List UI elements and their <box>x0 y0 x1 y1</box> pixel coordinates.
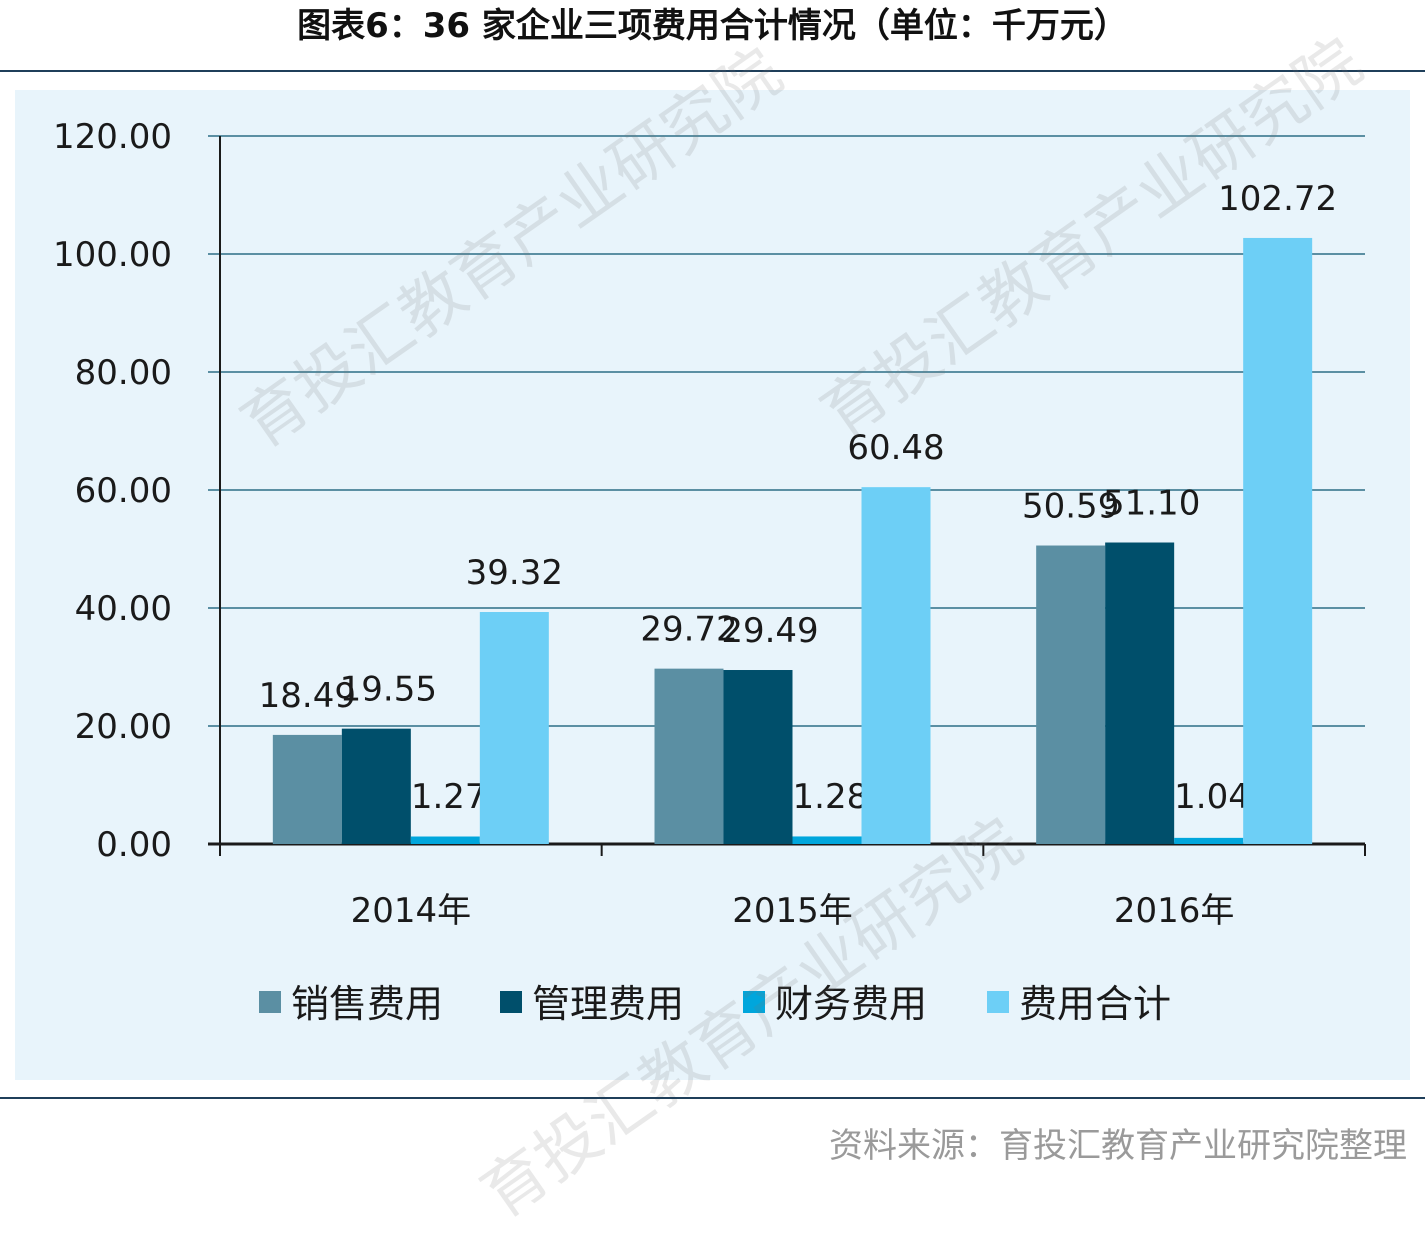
bar <box>654 668 724 844</box>
data-label: 1.28 <box>793 777 869 817</box>
bar <box>1243 237 1313 844</box>
legend-label: 管理费用 <box>532 982 684 1026</box>
y-tick-label: 0.00 <box>96 825 172 865</box>
data-label: 50.59 <box>1022 487 1119 527</box>
data-label: 51.10 <box>1103 484 1200 524</box>
source-note: 资料来源：育投汇教育产业研究院整理 <box>829 1126 1407 1166</box>
bar <box>1105 542 1175 844</box>
x-tick-label: 2014年 <box>351 891 472 931</box>
bar <box>410 836 480 844</box>
bar <box>341 728 411 844</box>
x-tick-label: 2016年 <box>1114 891 1235 931</box>
bar <box>723 670 793 844</box>
legend-swatch <box>743 991 765 1013</box>
data-label: 60.48 <box>847 428 944 468</box>
legend-swatch <box>500 991 522 1013</box>
data-label: 18.49 <box>259 676 356 716</box>
bar <box>861 487 931 844</box>
chart-panel: 0.00 20.00 40.00 60.00 80.00 100.00 120.00 18.4… <box>15 90 1410 1080</box>
footer-divider <box>0 1097 1425 1099</box>
chart-title: 图表6：36 家企业三项费用合计情况（单位：千万元） <box>297 6 1128 46</box>
bar <box>1174 837 1244 844</box>
y-tick-label: 120.00 <box>53 117 172 157</box>
title-divider <box>0 70 1425 72</box>
bar <box>479 612 549 844</box>
bar <box>792 836 862 844</box>
legend-swatch <box>987 991 1009 1013</box>
y-tick-label: 20.00 <box>75 707 172 747</box>
bar-chart: 0.00 20.00 40.00 60.00 80.00 100.00 120.00 18.4… <box>53 117 1366 1026</box>
data-label: 1.04 <box>1174 777 1250 817</box>
data-label: 1.27 <box>411 777 487 817</box>
y-tick-label: 100.00 <box>53 235 172 275</box>
data-label: 19.55 <box>340 670 437 710</box>
legend-label: 财务费用 <box>775 982 927 1026</box>
bar <box>272 734 342 844</box>
data-label: 102.72 <box>1218 179 1337 219</box>
y-tick-label: 40.00 <box>75 589 172 629</box>
data-label: 29.72 <box>640 610 737 650</box>
legend-label: 费用合计 <box>1019 982 1171 1026</box>
x-tick-label: 2015年 <box>732 891 853 931</box>
data-label: 39.32 <box>466 553 563 593</box>
y-tick-label: 60.00 <box>75 471 172 511</box>
bar <box>1036 545 1106 844</box>
y-tick-label: 80.00 <box>75 353 172 393</box>
legend-swatch <box>259 991 281 1013</box>
data-label: 29.49 <box>721 611 818 651</box>
legend-label: 销售费用 <box>291 982 443 1026</box>
